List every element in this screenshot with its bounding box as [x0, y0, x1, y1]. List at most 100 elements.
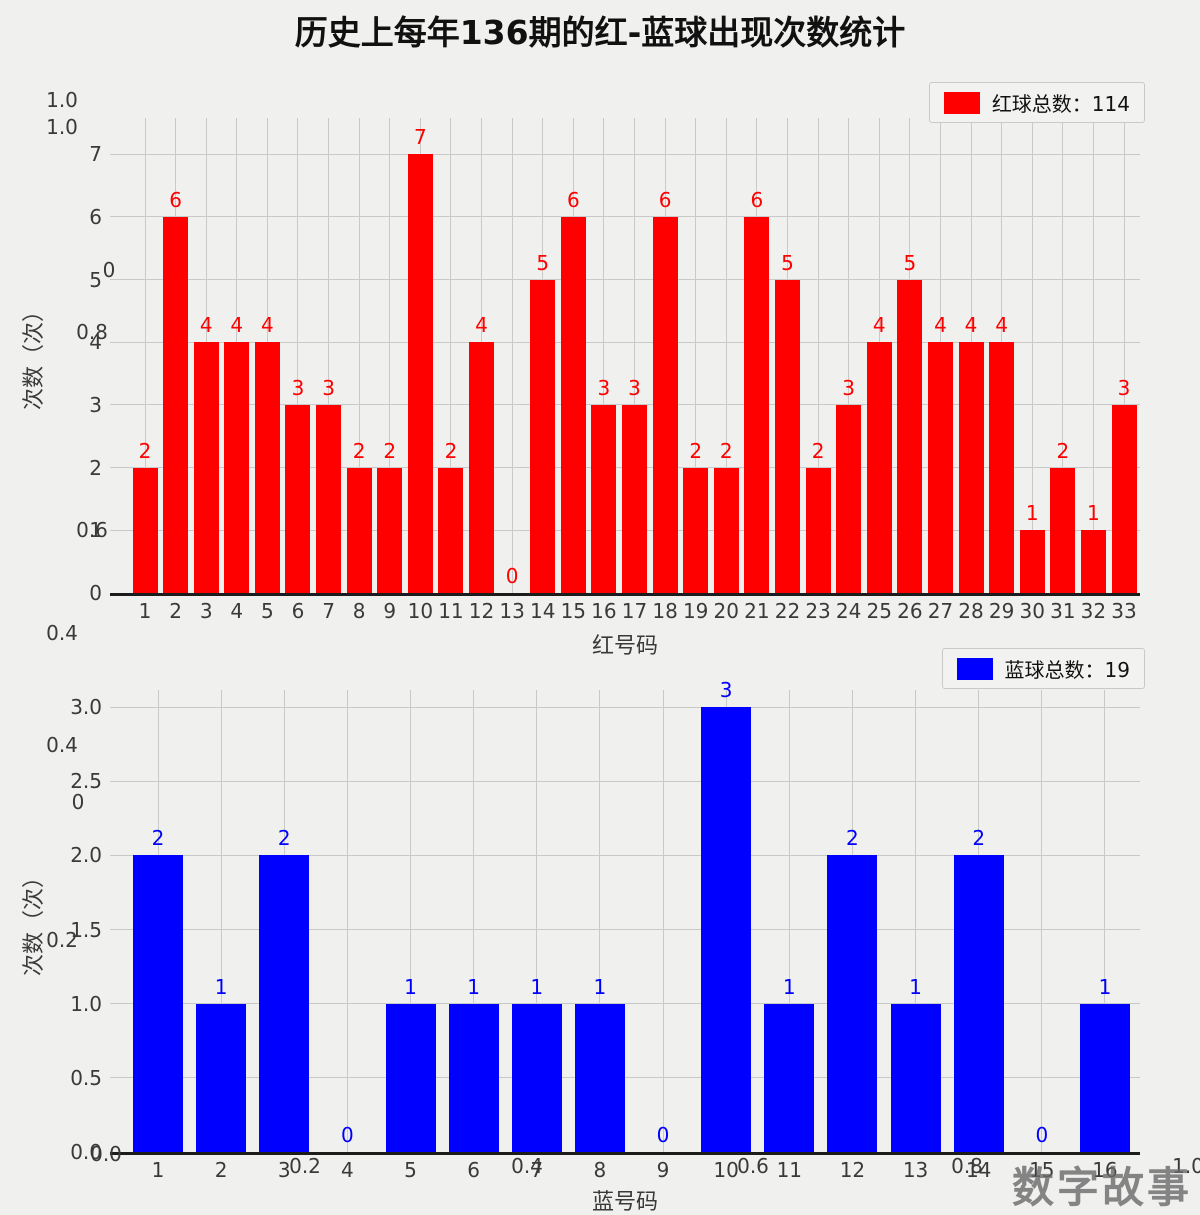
- red-y-tick-label: 0: [89, 581, 102, 605]
- blue-x-tick-label: 14: [965, 1158, 992, 1182]
- red-bar-value-label: 2: [689, 438, 703, 463]
- gridline: [110, 1003, 1140, 1005]
- red-bar-27: [927, 342, 953, 593]
- red-bar-value-label: 2: [811, 438, 825, 463]
- blue-bar-11: [764, 1003, 815, 1152]
- blue-x-tick-label: 5: [404, 1158, 417, 1182]
- stray-axis-label: 1.0: [46, 115, 78, 139]
- red-bar-value-label: 1: [1087, 501, 1100, 526]
- stray-axis-label: 0.4: [511, 1154, 543, 1178]
- red-bar-8: [346, 467, 372, 593]
- gridline: [358, 118, 360, 593]
- blue-bar-13: [890, 1003, 941, 1152]
- gridline: [328, 118, 330, 593]
- stray-axis-label: 0.6: [76, 518, 108, 542]
- red-bar-value-label: 6: [566, 187, 580, 212]
- red-bar-value-label: 4: [199, 313, 213, 338]
- gridline: [695, 118, 697, 593]
- gridline: [1092, 118, 1094, 593]
- stray-axis-label: 0.2: [46, 928, 78, 952]
- red-x-tick-label: 13: [499, 599, 525, 623]
- blue-chart-x-axis-label: 蓝号码: [591, 1190, 658, 1215]
- gridline: [1031, 118, 1033, 593]
- red-x-tick-label: 23: [805, 599, 831, 623]
- gridline: [389, 118, 391, 593]
- blue-bar-value-label: 1: [1098, 974, 1112, 999]
- red-x-tick-label: 24: [835, 599, 862, 623]
- red-x-tick-label: 11: [438, 599, 464, 623]
- gridline: [346, 690, 348, 1152]
- red-bar-28: [958, 342, 984, 593]
- red-x-tick-label: 7: [322, 599, 335, 623]
- gridline: [410, 690, 412, 1152]
- red-bar-value-label: 3: [628, 375, 641, 400]
- red-x-tick-label: 19: [682, 599, 709, 623]
- red-bar-2: [163, 216, 189, 593]
- blue-x-tick-label: 16: [1092, 1158, 1118, 1182]
- gridline: [817, 118, 819, 593]
- red-chart-plot-area: [110, 118, 1140, 596]
- blue-y-tick-label: 2.0: [70, 843, 102, 868]
- red-bar-5: [254, 342, 280, 593]
- red-bar-7: [316, 404, 342, 593]
- red-bar-value-label: 2: [383, 438, 397, 463]
- blue-bar-6: [448, 1003, 499, 1152]
- blue-x-tick-label: 11: [776, 1158, 803, 1182]
- blue-bar-2: [196, 1003, 247, 1152]
- blue-legend-label: 蓝球总数：19: [1004, 658, 1130, 682]
- red-bar-33: [1111, 404, 1137, 593]
- blue-x-tick-label: 2: [214, 1158, 228, 1182]
- red-bar-value-label: 6: [658, 187, 672, 212]
- blue-bar-value-label: 1: [404, 974, 417, 999]
- gridline: [110, 216, 1140, 218]
- stray-axis-label: 0.8: [76, 320, 108, 344]
- blue-x-tick-label: 15: [1029, 1158, 1055, 1182]
- blue-bar-value-label: 1: [214, 974, 228, 999]
- red-bar-18: [652, 216, 678, 593]
- red-bar-23: [805, 467, 831, 593]
- red-y-tick-label: 6: [89, 204, 102, 229]
- stray-axis-label: 0.4: [46, 733, 78, 757]
- gridline: [473, 690, 475, 1152]
- stray-axis-label: 0.8: [951, 1154, 983, 1178]
- red-x-tick-label: 8: [352, 599, 366, 623]
- gridline: [915, 690, 917, 1152]
- stray-axis-label: 0: [102, 258, 116, 282]
- stray-axis-label: 0.0: [90, 1142, 122, 1166]
- gridline: [1123, 118, 1125, 593]
- gridline: [110, 929, 1140, 931]
- blue-x-tick-label: 7: [530, 1158, 544, 1182]
- blue-bar-value-label: 2: [972, 826, 986, 851]
- red-bar-value-label: 2: [444, 438, 458, 463]
- red-bar-value-label: 4: [261, 313, 274, 338]
- red-bar-value-label: 4: [934, 313, 947, 338]
- blue-x-tick-label: 13: [902, 1158, 929, 1182]
- red-x-tick-label: 20: [713, 599, 739, 623]
- red-chart-legend: 红球总数：114: [928, 82, 1145, 123]
- red-bar-14: [530, 279, 556, 593]
- blue-x-tick-label: 3: [277, 1158, 291, 1182]
- red-bar-12: [469, 342, 495, 593]
- gridline: [1062, 118, 1064, 593]
- red-bar-17: [622, 404, 647, 593]
- chart-title: 历史上每年136期的红-蓝球出现次数统计: [294, 13, 906, 52]
- red-bar-value-label: 2: [719, 438, 733, 463]
- blue-y-tick-label: 0.0: [70, 1140, 102, 1164]
- red-x-tick-label: 29: [988, 599, 1015, 623]
- red-bar-value-label: 3: [1117, 375, 1131, 400]
- red-x-tick-label: 2: [169, 599, 182, 623]
- red-bar-value-label: 2: [352, 438, 366, 463]
- gridline: [110, 279, 1140, 280]
- blue-bar-12: [827, 855, 878, 1152]
- blue-y-tick-label: 1.0: [70, 991, 102, 1016]
- stray-axis-label: 0.6: [737, 1154, 769, 1178]
- blue-bar-value-label: 1: [782, 974, 796, 999]
- red-x-tick-label: 4: [230, 599, 244, 623]
- blue-bar-value-label: 2: [846, 826, 859, 851]
- red-bar-11: [438, 467, 464, 593]
- blue-x-tick-label: 10: [713, 1158, 739, 1182]
- blue-bar-value-label: 0: [656, 1123, 670, 1147]
- red-bar-9: [377, 467, 403, 593]
- watermark: 数字故事: [1011, 1163, 1192, 1212]
